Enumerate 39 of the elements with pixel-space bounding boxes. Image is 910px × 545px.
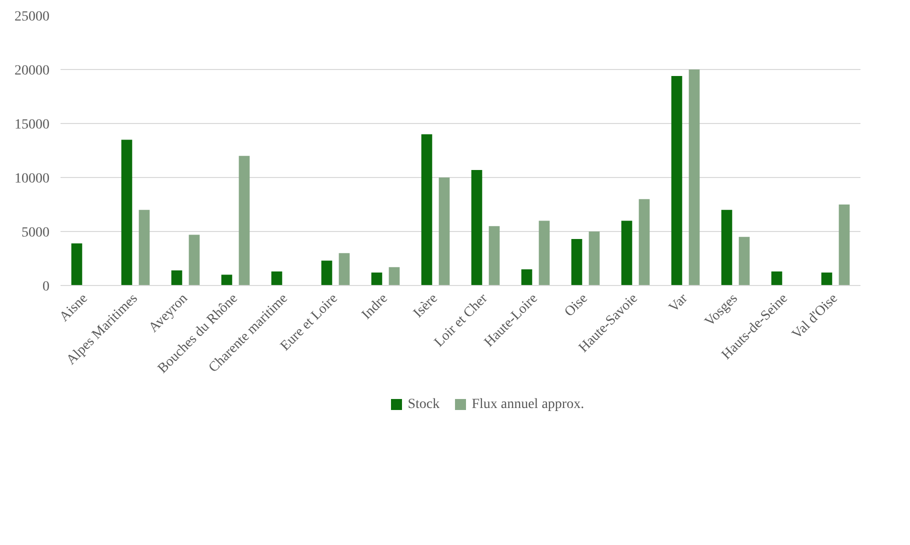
bar: [588, 232, 600, 286]
bar: [188, 234, 200, 286]
legend-label: Flux annuel approx.: [472, 397, 584, 412]
y-tick-label: 0: [42, 280, 50, 294]
bar: [321, 260, 332, 286]
y-tick-label: 15000: [14, 118, 50, 132]
bar: [821, 272, 832, 286]
bar: [771, 271, 782, 286]
bar: [688, 70, 700, 286]
bar: [738, 236, 750, 286]
bar: [271, 271, 282, 286]
y-tick-label: 10000: [14, 172, 50, 186]
bar: [488, 226, 500, 286]
x-tick-label: Isère: [410, 291, 441, 322]
bar: [121, 140, 132, 286]
bar: [538, 220, 550, 286]
bar: [421, 134, 432, 286]
bar: [521, 269, 532, 286]
bar: [138, 210, 150, 286]
bar: [338, 253, 350, 286]
bar: [638, 199, 650, 286]
bar: [471, 170, 482, 286]
bar: [71, 243, 82, 286]
bar: [571, 239, 582, 286]
bar: [238, 156, 250, 286]
y-tick-label: 20000: [14, 64, 50, 78]
bar: [221, 274, 232, 286]
bar: [371, 272, 382, 286]
y-tick-label: 25000: [14, 10, 50, 24]
x-tick-label: Var: [666, 290, 692, 316]
y-tick-label: 5000: [22, 226, 50, 240]
bar: [621, 220, 632, 286]
bar: [671, 76, 682, 286]
bar: [171, 270, 182, 286]
bar: [838, 204, 850, 286]
bar: [388, 267, 400, 286]
bar: [721, 210, 732, 286]
legend-label: Stock: [408, 397, 440, 412]
bar: [438, 178, 450, 286]
